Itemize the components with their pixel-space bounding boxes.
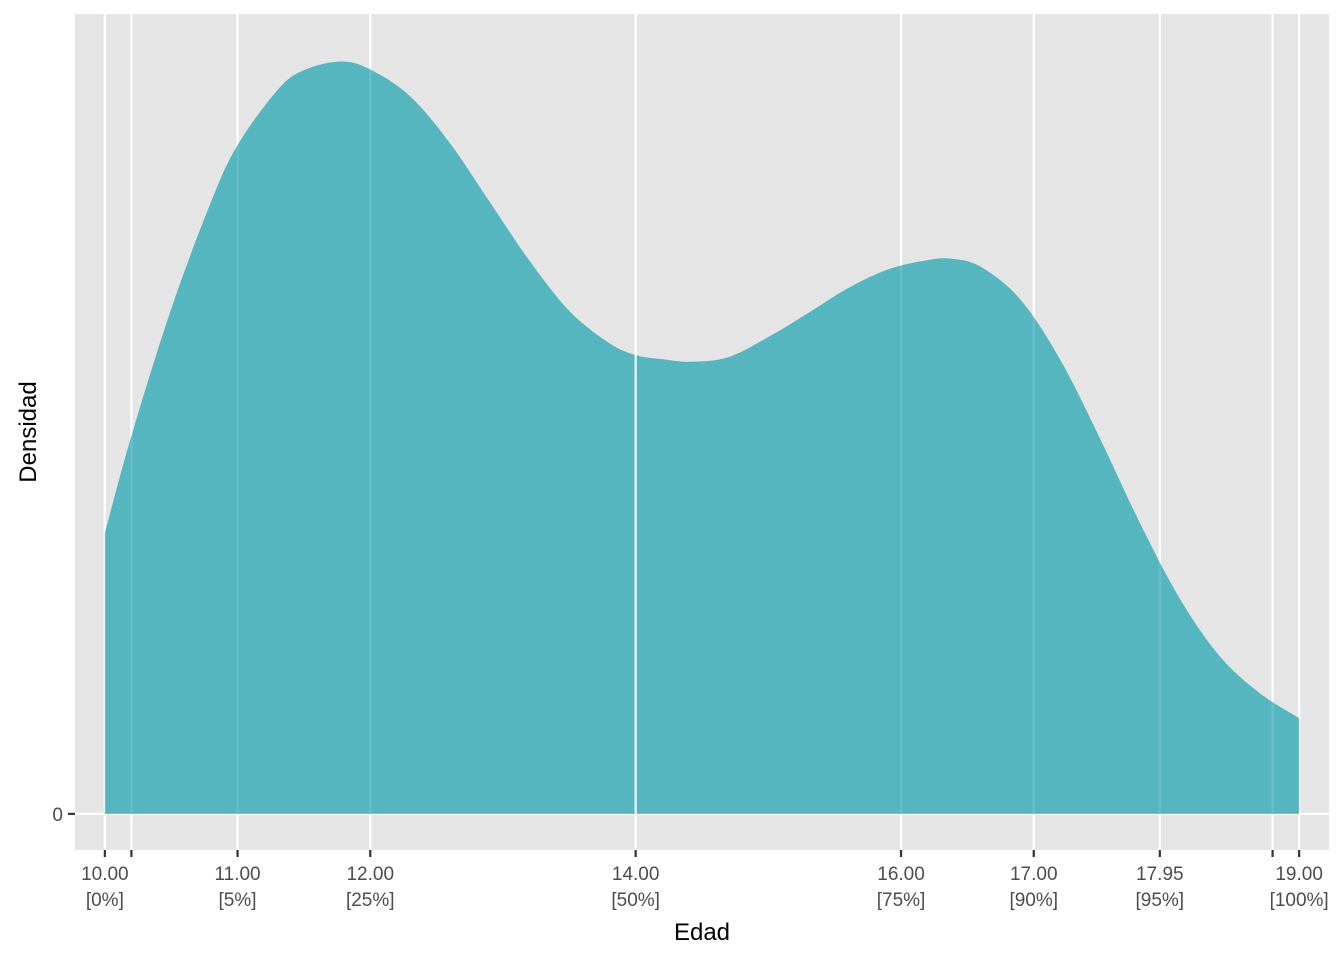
x-tick-percentile-label: [50%] xyxy=(611,890,660,911)
x-tick-percentile-label: [100%] xyxy=(1270,890,1329,911)
x-tick-percentile-label: [75%] xyxy=(877,890,926,911)
x-tick-label: 17.95 xyxy=(1136,864,1184,885)
x-tick-label: 12.00 xyxy=(346,864,394,885)
x-tick-label: 11.00 xyxy=(214,864,260,885)
x-tick-label: 19.00 xyxy=(1275,864,1323,885)
y-tick-label: 0 xyxy=(52,805,63,826)
x-tick-label: 10.00 xyxy=(81,864,129,885)
x-tick-label: 16.00 xyxy=(877,864,925,885)
gridlines-overlay xyxy=(103,14,1301,850)
y-axis: 0 xyxy=(52,805,75,826)
x-tick-percentile-label: [0%] xyxy=(86,890,124,911)
x-tick-label: 17.00 xyxy=(1010,864,1058,885)
x-tick-label: 14.00 xyxy=(612,864,660,885)
x-tick-percentile-label: [95%] xyxy=(1136,890,1185,911)
y-axis-title: Densidad xyxy=(15,381,42,482)
x-tick-percentile-label: [90%] xyxy=(1009,890,1058,911)
x-tick-percentile-label: [25%] xyxy=(346,890,395,911)
x-axis-title: Edad xyxy=(674,919,730,946)
x-tick-percentile-label: [5%] xyxy=(219,890,257,911)
x-axis: 10.00 [0%] 11.00 [5%] 12.00 [25%] 14.00 [50%] 16… xyxy=(81,850,1329,911)
density-area xyxy=(104,61,1300,814)
